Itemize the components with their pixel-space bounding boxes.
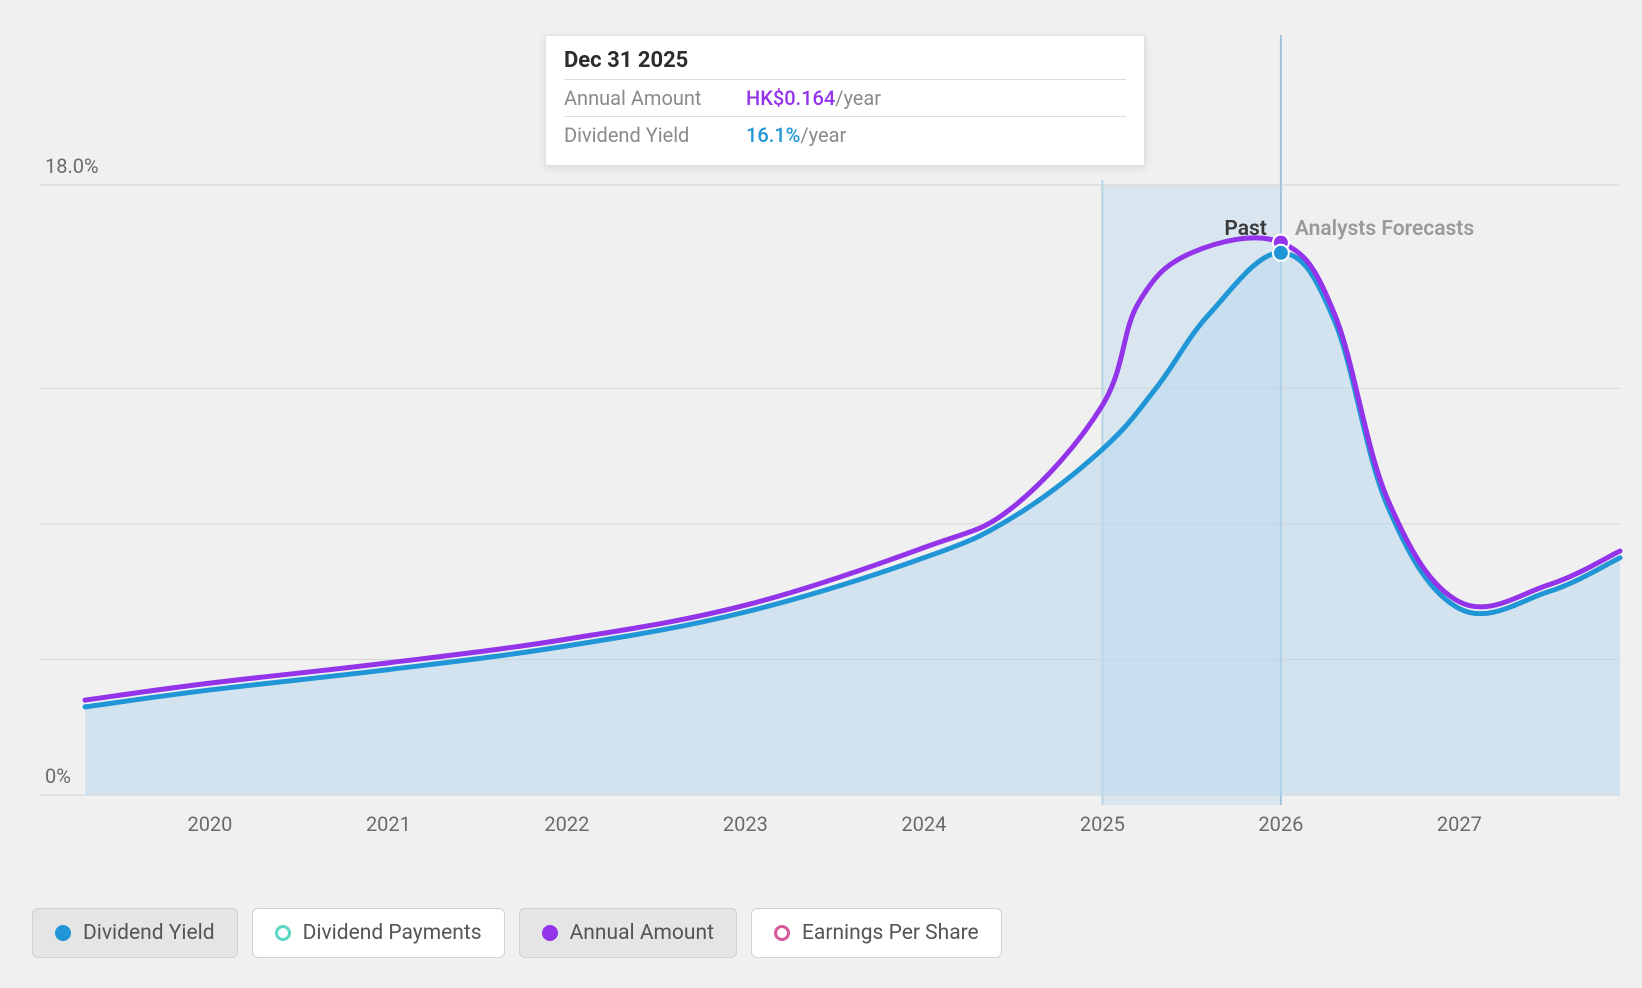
legend-label: Dividend Payments xyxy=(303,921,482,945)
tooltip-row: Dividend Yield 16.1%/year xyxy=(564,117,1126,153)
svg-text:Past: Past xyxy=(1224,217,1267,241)
legend-item[interactable]: Earnings Per Share xyxy=(751,908,1002,958)
chart-tooltip: Dec 31 2025 Annual Amount HK$0.164/year Di… xyxy=(545,35,1145,166)
svg-text:2022: 2022 xyxy=(544,812,589,836)
tooltip-row-value: 16.1%/year xyxy=(746,123,846,147)
chart-legend: Dividend Yield Dividend Payments Annual Am… xyxy=(32,908,1002,958)
svg-text:2027: 2027 xyxy=(1437,812,1482,836)
svg-text:0%: 0% xyxy=(45,764,71,788)
tooltip-row: Annual Amount HK$0.164/year xyxy=(564,80,1126,117)
svg-text:2021: 2021 xyxy=(366,812,411,836)
chart-container: 0% 18.0% 2020 2021 2022 2023 2024 2025 2026 2027 P… xyxy=(0,0,1642,988)
svg-text:2024: 2024 xyxy=(901,812,946,836)
legend-label: Dividend Yield xyxy=(83,921,215,945)
legend-label: Earnings Per Share xyxy=(802,921,979,945)
svg-text:18.0%: 18.0% xyxy=(45,154,99,178)
legend-marker-icon xyxy=(275,925,291,941)
tooltip-row-label: Annual Amount xyxy=(564,86,714,110)
tooltip-row-value: HK$0.164/year xyxy=(746,86,881,110)
legend-marker-icon xyxy=(55,925,71,941)
svg-text:2023: 2023 xyxy=(723,812,768,836)
svg-text:2020: 2020 xyxy=(187,812,232,836)
legend-item[interactable]: Annual Amount xyxy=(519,908,737,958)
svg-text:2025: 2025 xyxy=(1080,812,1125,836)
svg-text:2026: 2026 xyxy=(1258,812,1303,836)
tooltip-date: Dec 31 2025 xyxy=(564,48,1126,80)
legend-marker-icon xyxy=(774,925,790,941)
legend-marker-icon xyxy=(542,925,558,941)
legend-item[interactable]: Dividend Payments xyxy=(252,908,505,958)
legend-item[interactable]: Dividend Yield xyxy=(32,908,238,958)
tooltip-row-label: Dividend Yield xyxy=(564,123,714,147)
legend-label: Annual Amount xyxy=(570,921,714,945)
svg-text:Analysts Forecasts: Analysts Forecasts xyxy=(1295,217,1474,241)
